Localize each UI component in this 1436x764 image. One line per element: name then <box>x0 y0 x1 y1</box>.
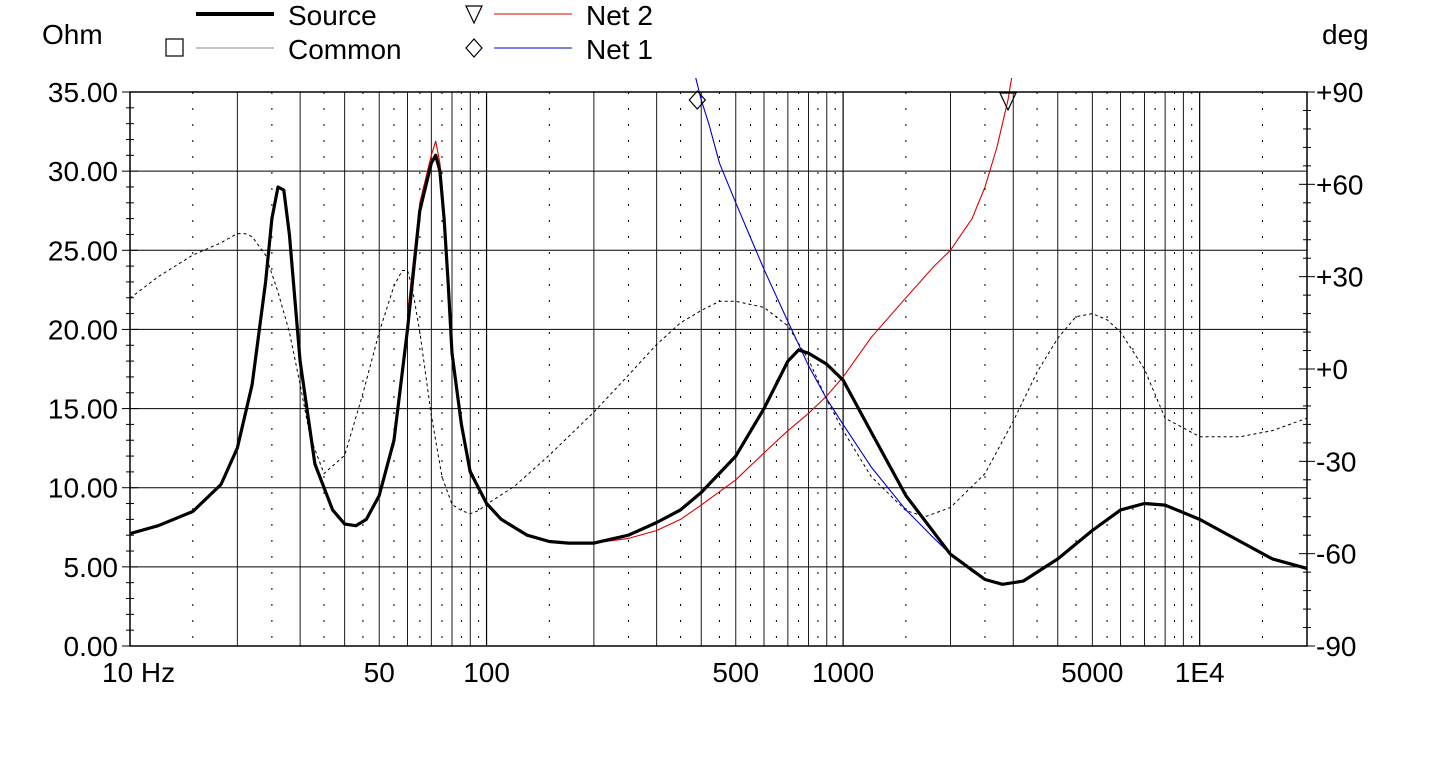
y-left-tick-label: 30.00 <box>48 156 118 187</box>
x-tick-label: 500 <box>712 657 759 688</box>
y-right-tick-label: +0 <box>1316 354 1348 385</box>
axes-layer: 0.00 5.00 10.00 15.00 20.00 25.00 30.00 35.00 -9… <box>48 77 1364 688</box>
x-tick-label: 100 <box>463 657 510 688</box>
legend-label: Source <box>288 0 377 31</box>
y-right-axis-label: deg <box>1322 19 1369 50</box>
legend-square-marker <box>165 38 184 57</box>
legend-triangle-marker <box>465 5 483 25</box>
x-tick-label: 10 Hz <box>102 657 175 688</box>
y-left-tick-label: 25.00 <box>48 235 118 266</box>
y-left-axis-label: Ohm <box>42 19 103 50</box>
grid <box>130 91 1307 647</box>
x-tick-label: 1E4 <box>1175 657 1225 688</box>
x-tick-label: 1000 <box>812 657 874 688</box>
series-layer <box>130 78 1307 586</box>
legend-label: Net 2 <box>586 0 653 31</box>
y-right-tick-label: +90 <box>1316 77 1364 108</box>
y-left-tick-label: 10.00 <box>48 473 118 504</box>
net1-diamond-marker <box>688 90 707 110</box>
y-right-tick-label: -90 <box>1316 631 1356 662</box>
series-line-common <box>130 233 1307 518</box>
legend-label: Net 1 <box>586 34 653 65</box>
x-tick-label: 5000 <box>1061 657 1123 688</box>
legend-label: Common <box>288 34 402 65</box>
y-right-tick-label: +30 <box>1316 262 1364 293</box>
x-tick-label: 50 <box>364 657 395 688</box>
y-left-tick-label: 20.00 <box>48 314 118 345</box>
net2-triangle-marker <box>999 92 1017 112</box>
y-right-tick-label: -60 <box>1316 539 1356 570</box>
legend-diamond-marker <box>465 38 483 58</box>
y-left-tick-label: 5.00 <box>64 552 119 583</box>
y-left-tick-label: 35.00 <box>48 77 118 108</box>
y-left-tick-label: 15.00 <box>48 394 118 425</box>
y-right-tick-label: -30 <box>1316 446 1356 477</box>
y-right-tick-label: +60 <box>1316 169 1364 200</box>
y-left-tick-label: 0.00 <box>64 631 119 662</box>
series-line-source <box>130 153 1307 586</box>
